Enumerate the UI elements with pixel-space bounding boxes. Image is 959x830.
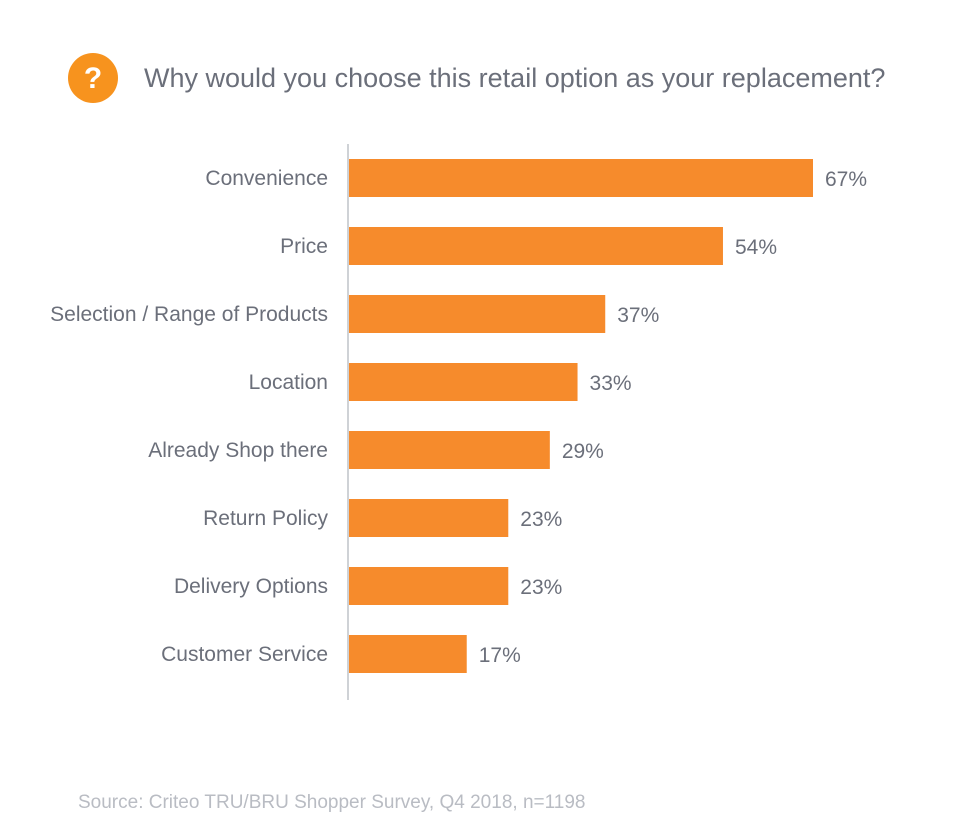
category-label: Price <box>280 235 328 258</box>
bar <box>349 295 606 333</box>
bar-value-label: 29% <box>562 440 604 463</box>
bar-value-label: 67% <box>825 168 867 191</box>
bar <box>349 567 509 605</box>
bar-value-label: 54% <box>735 236 777 259</box>
bar <box>349 635 467 673</box>
bar <box>349 227 723 265</box>
category-label: Return Policy <box>203 507 328 530</box>
chart-header: ? Why would you choose this retail optio… <box>68 52 885 104</box>
category-label: Already Shop there <box>148 439 328 462</box>
category-label: Selection / Range of Products <box>50 303 328 326</box>
source-note: Source: Criteo TRU/BRU Shopper Survey, Q… <box>78 792 586 813</box>
bar-value-label: 23% <box>520 508 562 531</box>
bar <box>349 363 578 401</box>
question-mark-icon: ? <box>68 53 118 103</box>
bar <box>349 431 550 469</box>
bar-chart: Convenience 67% Price 54% Selection / Range … <box>50 144 867 700</box>
category-label: Convenience <box>205 167 328 190</box>
chart-title: Why would you choose this retail option … <box>144 62 886 93</box>
bar-value-label: 33% <box>590 372 632 395</box>
svg-text:?: ? <box>84 62 102 95</box>
bar <box>349 159 813 197</box>
bar-value-label: 23% <box>520 576 562 599</box>
category-label: Location <box>249 371 328 394</box>
bar-value-label: 17% <box>479 644 521 667</box>
category-label: Customer Service <box>161 643 328 666</box>
bar-value-label: 37% <box>617 304 659 327</box>
category-label: Delivery Options <box>174 575 328 598</box>
bar <box>349 499 509 537</box>
